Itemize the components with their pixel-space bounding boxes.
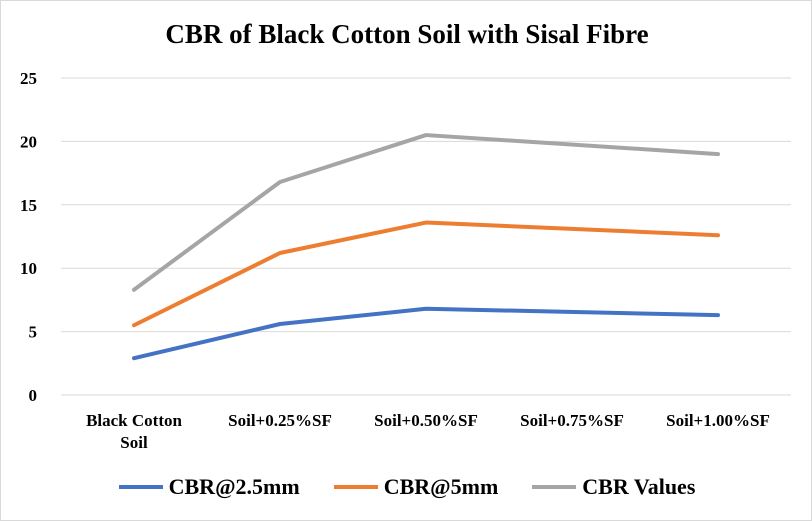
y-tick-label: 0 bbox=[29, 386, 38, 405]
legend: CBR@2.5mm CBR@5mm CBR Values bbox=[1, 474, 812, 500]
x-tick-label: Black Cotton Soil bbox=[86, 411, 182, 452]
series-line bbox=[132, 133, 720, 292]
x-tick-label-line: Black Cotton bbox=[86, 411, 182, 430]
legend-swatch bbox=[532, 485, 577, 489]
y-tick-label: 20 bbox=[20, 132, 37, 151]
legend-item: CBR Values bbox=[532, 474, 695, 500]
legend-item: CBR@2.5mm bbox=[118, 474, 300, 500]
legend-swatch bbox=[333, 485, 378, 489]
x-tick-label: Soil+1.00%SF bbox=[666, 411, 770, 430]
legend-label: CBR@5mm bbox=[383, 474, 499, 499]
x-tick-label: Soil+0.25%SF bbox=[228, 411, 332, 430]
legend-label: CBR Values bbox=[582, 474, 696, 499]
legend-label: CBR@2.5mm bbox=[168, 474, 300, 499]
y-tick-label: 25 bbox=[20, 69, 37, 88]
series-line bbox=[132, 220, 720, 328]
legend-swatch bbox=[118, 485, 163, 489]
x-tick-label-line: Soil+0.50%SF bbox=[374, 411, 478, 430]
chart-title: CBR of Black Cotton Soil with Sisal Fibr… bbox=[165, 19, 649, 49]
x-tick-label: Soil+0.75%SF bbox=[520, 411, 624, 430]
legend-item: CBR@5mm bbox=[333, 474, 499, 500]
x-tick-label: Soil+0.50%SF bbox=[374, 411, 478, 430]
x-tick-label-line: Soil+1.00%SF bbox=[666, 411, 770, 430]
y-tick-label: 15 bbox=[20, 196, 37, 215]
y-tick-label: 5 bbox=[29, 323, 38, 342]
x-tick-label-line: Soil+0.25%SF bbox=[228, 411, 332, 430]
plot-area: 0 5 10 15 20 25 Black Cotton Soil Soil+0.25%SF So… bbox=[20, 69, 791, 452]
y-tick-label: 10 bbox=[20, 259, 37, 278]
series-line bbox=[132, 306, 720, 361]
x-tick-label-line: Soil bbox=[120, 433, 148, 452]
x-tick-label-line: Soil+0.75%SF bbox=[520, 411, 624, 430]
